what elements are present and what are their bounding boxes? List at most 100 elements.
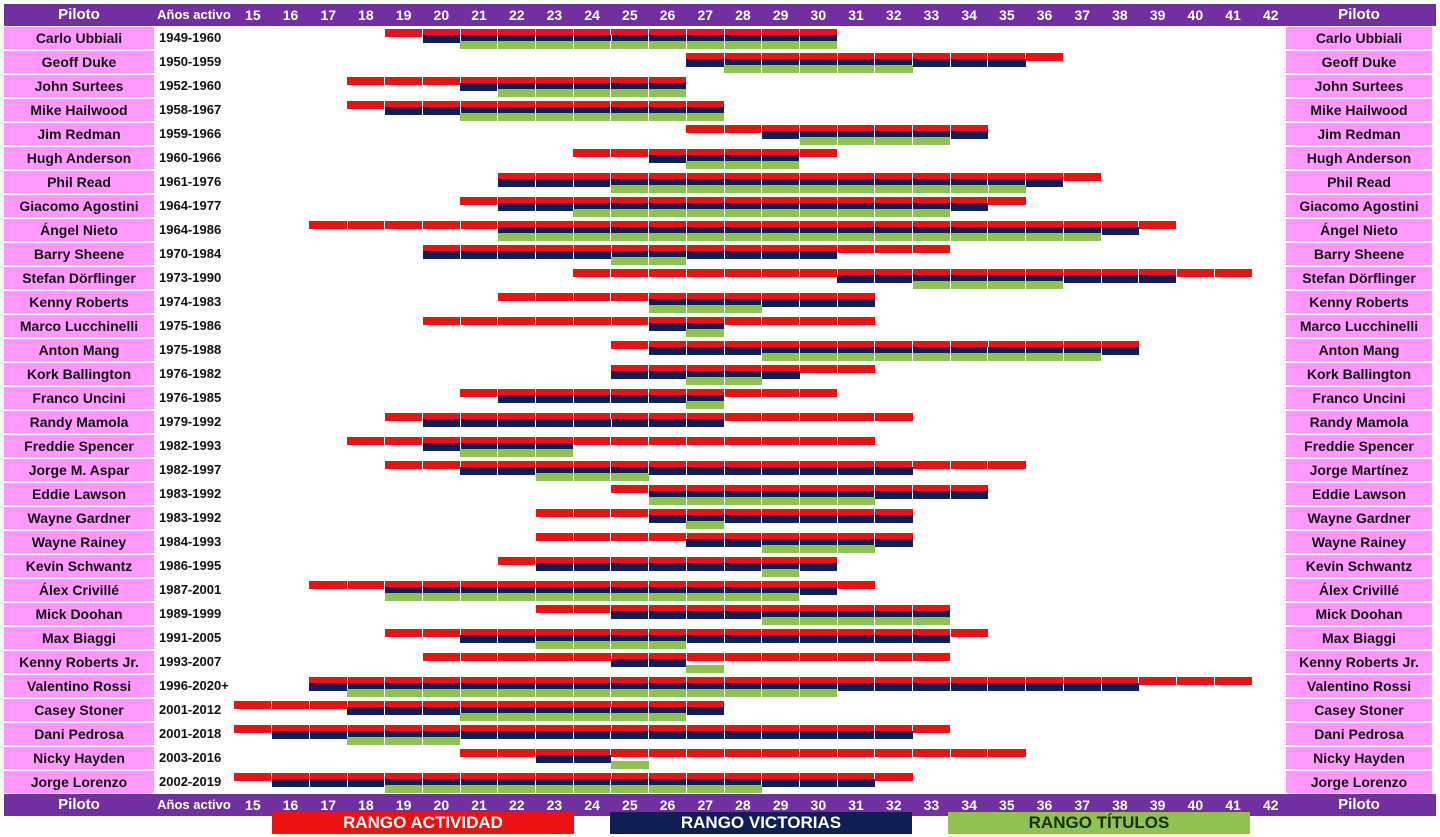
- age-cell-divider: [572, 713, 574, 721]
- rider-row: Anton Mang 1975-1988 Anton Mang: [4, 338, 1436, 362]
- titles-range-bar: [460, 449, 574, 457]
- age-cell-divider: [723, 635, 725, 643]
- age-cell-divider: [761, 683, 763, 691]
- age-cell-divider: [459, 689, 461, 697]
- age-cell-divider: [723, 269, 725, 277]
- age-cell-divider: [761, 227, 763, 235]
- age-cell-divider: [648, 341, 650, 349]
- rider-name-right: Jorge Martínez: [1286, 459, 1432, 481]
- age-tick-label: 34: [961, 797, 977, 813]
- age-cell-divider: [874, 533, 876, 541]
- age-cell-divider: [949, 275, 951, 283]
- age-cell-divider: [610, 317, 612, 325]
- age-cell-divider: [798, 749, 800, 757]
- rider-row: Wayne Rainey 1984-1993 Wayne Rainey: [4, 530, 1436, 554]
- age-tick-label: 28: [735, 797, 751, 813]
- age-cell-divider: [610, 707, 612, 715]
- age-cell-divider: [610, 473, 612, 481]
- age-cell-divider: [685, 395, 687, 403]
- age-cell-divider: [610, 227, 612, 235]
- activity-range-bar: [309, 677, 1252, 685]
- age-cell-divider: [949, 59, 951, 67]
- age-cell-divider: [384, 677, 386, 685]
- age-cell-divider: [459, 581, 461, 589]
- age-cell-divider: [1062, 275, 1064, 283]
- age-cell-divider: [535, 245, 537, 253]
- age-cell-divider: [685, 785, 687, 793]
- age-cell-divider: [723, 299, 725, 307]
- age-cell-divider: [798, 347, 800, 355]
- age-cell-divider: [648, 611, 650, 619]
- activity-range-bar: [611, 485, 988, 493]
- age-cell-divider: [836, 677, 838, 685]
- age-cell-divider: [874, 353, 876, 361]
- age-cell-divider: [535, 593, 537, 601]
- age-cell-divider: [874, 203, 876, 211]
- age-tick-label: 31: [848, 7, 864, 23]
- age-cell-divider: [648, 107, 650, 115]
- age-cell-divider: [535, 203, 537, 211]
- age-tick-label: 23: [546, 797, 563, 813]
- age-cell-divider: [459, 35, 461, 43]
- age-cell-divider: [798, 587, 800, 595]
- age-cell-divider: [798, 29, 800, 37]
- age-cell-divider: [497, 713, 499, 721]
- rider-years-active: 1989-1999: [159, 606, 222, 621]
- age-cell-divider: [799, 773, 800, 781]
- age-tick-label: 21: [471, 7, 487, 23]
- age-cell-divider: [723, 587, 725, 595]
- titles-range-bar: [686, 401, 725, 409]
- age-cell-divider: [384, 689, 386, 697]
- wins-range-bar: [611, 659, 687, 667]
- rider-name: Hugh Anderson: [4, 147, 154, 169]
- age-cell-divider: [421, 581, 423, 589]
- age-cell-divider: [535, 35, 537, 43]
- age-cell-divider: [648, 701, 650, 709]
- wins-range-bar: [460, 83, 687, 91]
- rider-row: Casey Stoner 2001-2012 Casey Stoner: [4, 698, 1436, 722]
- age-cell-divider: [1025, 221, 1027, 229]
- age-cell-divider: [723, 161, 725, 169]
- rider-years-active: 1976-1982: [159, 366, 222, 381]
- age-cell-divider: [761, 725, 763, 733]
- age-cell-divider: [648, 269, 650, 277]
- age-cell-divider: [572, 653, 574, 661]
- age-cell-divider: [912, 677, 914, 685]
- age-cell-divider: [1138, 221, 1140, 229]
- age-tick-label: 35: [999, 797, 1015, 813]
- rider-name-right: Ángel Nieto: [1286, 219, 1432, 241]
- age-cell-divider: [572, 29, 574, 37]
- rider-years-active: 2003-2016: [159, 750, 222, 765]
- age-cell-divider: [874, 275, 876, 283]
- activity-range-bar: [422, 245, 951, 253]
- age-cell-divider: [648, 227, 650, 235]
- age-cell-divider: [761, 497, 763, 505]
- age-cell-divider: [610, 221, 612, 229]
- age-tick-label: 41: [1225, 797, 1241, 813]
- rider-name: Freddie Spencer: [4, 435, 154, 457]
- age-cell-divider: [949, 227, 951, 235]
- age-cell-divider: [987, 227, 989, 235]
- titles-range-bar: [686, 521, 725, 529]
- age-cell-divider: [761, 185, 763, 193]
- age-cell-divider: [836, 269, 838, 277]
- age-cell-divider: [384, 707, 386, 715]
- age-cell-divider: [723, 605, 725, 613]
- rider-years-active: 1976-1985: [159, 390, 222, 405]
- age-cell-divider: [874, 245, 876, 253]
- age-cell-divider: [535, 389, 537, 397]
- age-cell-divider: [1062, 677, 1064, 685]
- age-cell-divider: [648, 77, 650, 85]
- age-cell-divider: [723, 293, 725, 301]
- wins-range-bar: [648, 347, 1139, 355]
- header-piloto-label: Piloto: [58, 796, 100, 813]
- age-cell-divider: [610, 779, 612, 787]
- age-cell-divider: [987, 221, 989, 229]
- activity-range-bar: [347, 437, 875, 445]
- age-cell-divider: [874, 731, 876, 739]
- age-tick-label: 38: [1112, 797, 1128, 813]
- age-cell-divider: [912, 137, 914, 145]
- age-cell-divider: [535, 227, 537, 235]
- age-cell-divider: [685, 299, 687, 307]
- rider-name-right: Kevin Schwantz: [1286, 555, 1432, 577]
